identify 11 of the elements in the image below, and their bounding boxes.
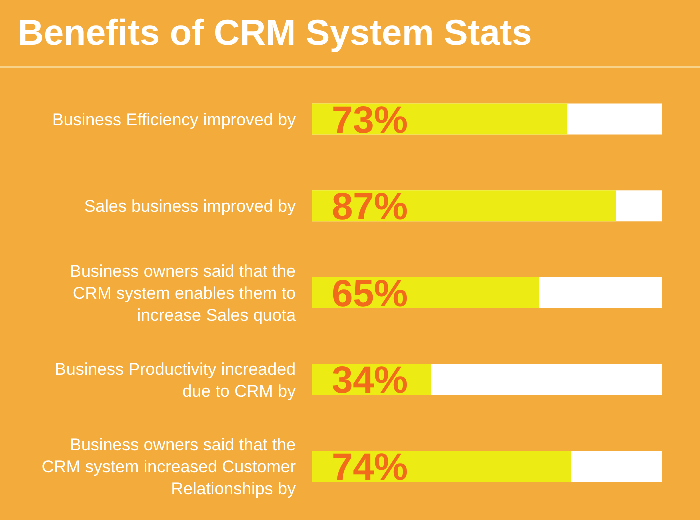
chart-title: Benefits of CRM System Stats xyxy=(17,11,534,54)
y-tick-label: Business owners said that the CRM system increased Customer Relationships by xyxy=(42,435,296,498)
data-label: 65% xyxy=(332,273,408,316)
data-label: 73% xyxy=(332,100,408,142)
data-label: 87% xyxy=(332,186,408,229)
y-tick-label: Business owners said that the CRM system enables them to increase Sales quota xyxy=(70,262,297,324)
data-label: 74% xyxy=(332,446,408,489)
y-tick-label: Business Efficiency improved by xyxy=(52,110,296,129)
y-tick-label: Sales business improved by xyxy=(84,196,296,216)
y-tick-label: Business Productivity increaded due to CRM by xyxy=(55,359,296,400)
data-label: 34% xyxy=(332,360,408,402)
